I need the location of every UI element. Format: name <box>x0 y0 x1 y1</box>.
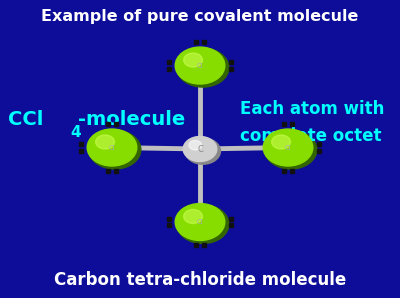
Circle shape <box>184 209 202 224</box>
Text: Cl: Cl <box>197 219 203 225</box>
Circle shape <box>189 140 202 150</box>
Circle shape <box>87 129 137 166</box>
Circle shape <box>185 138 220 164</box>
Circle shape <box>272 135 290 149</box>
Text: Cl: Cl <box>109 145 115 150</box>
Circle shape <box>89 130 141 169</box>
Circle shape <box>184 53 202 67</box>
Circle shape <box>175 47 225 84</box>
Text: CCl: CCl <box>8 110 43 129</box>
Text: Each atom with: Each atom with <box>240 100 384 118</box>
Text: complete octet: complete octet <box>240 127 382 145</box>
Text: Example of pure covalent molecule: Example of pure covalent molecule <box>41 9 359 24</box>
Circle shape <box>263 129 313 166</box>
Text: -molecule: -molecule <box>78 110 185 129</box>
Text: C: C <box>197 145 203 153</box>
Text: Carbon tetra-chloride molecule: Carbon tetra-chloride molecule <box>54 271 346 289</box>
Circle shape <box>96 135 114 149</box>
Text: 4: 4 <box>70 125 81 140</box>
Circle shape <box>177 205 229 243</box>
Text: Cl: Cl <box>285 145 291 150</box>
Circle shape <box>177 48 229 87</box>
Circle shape <box>175 204 225 240</box>
Circle shape <box>183 136 217 162</box>
Circle shape <box>265 130 317 169</box>
Text: Cl: Cl <box>197 63 203 69</box>
